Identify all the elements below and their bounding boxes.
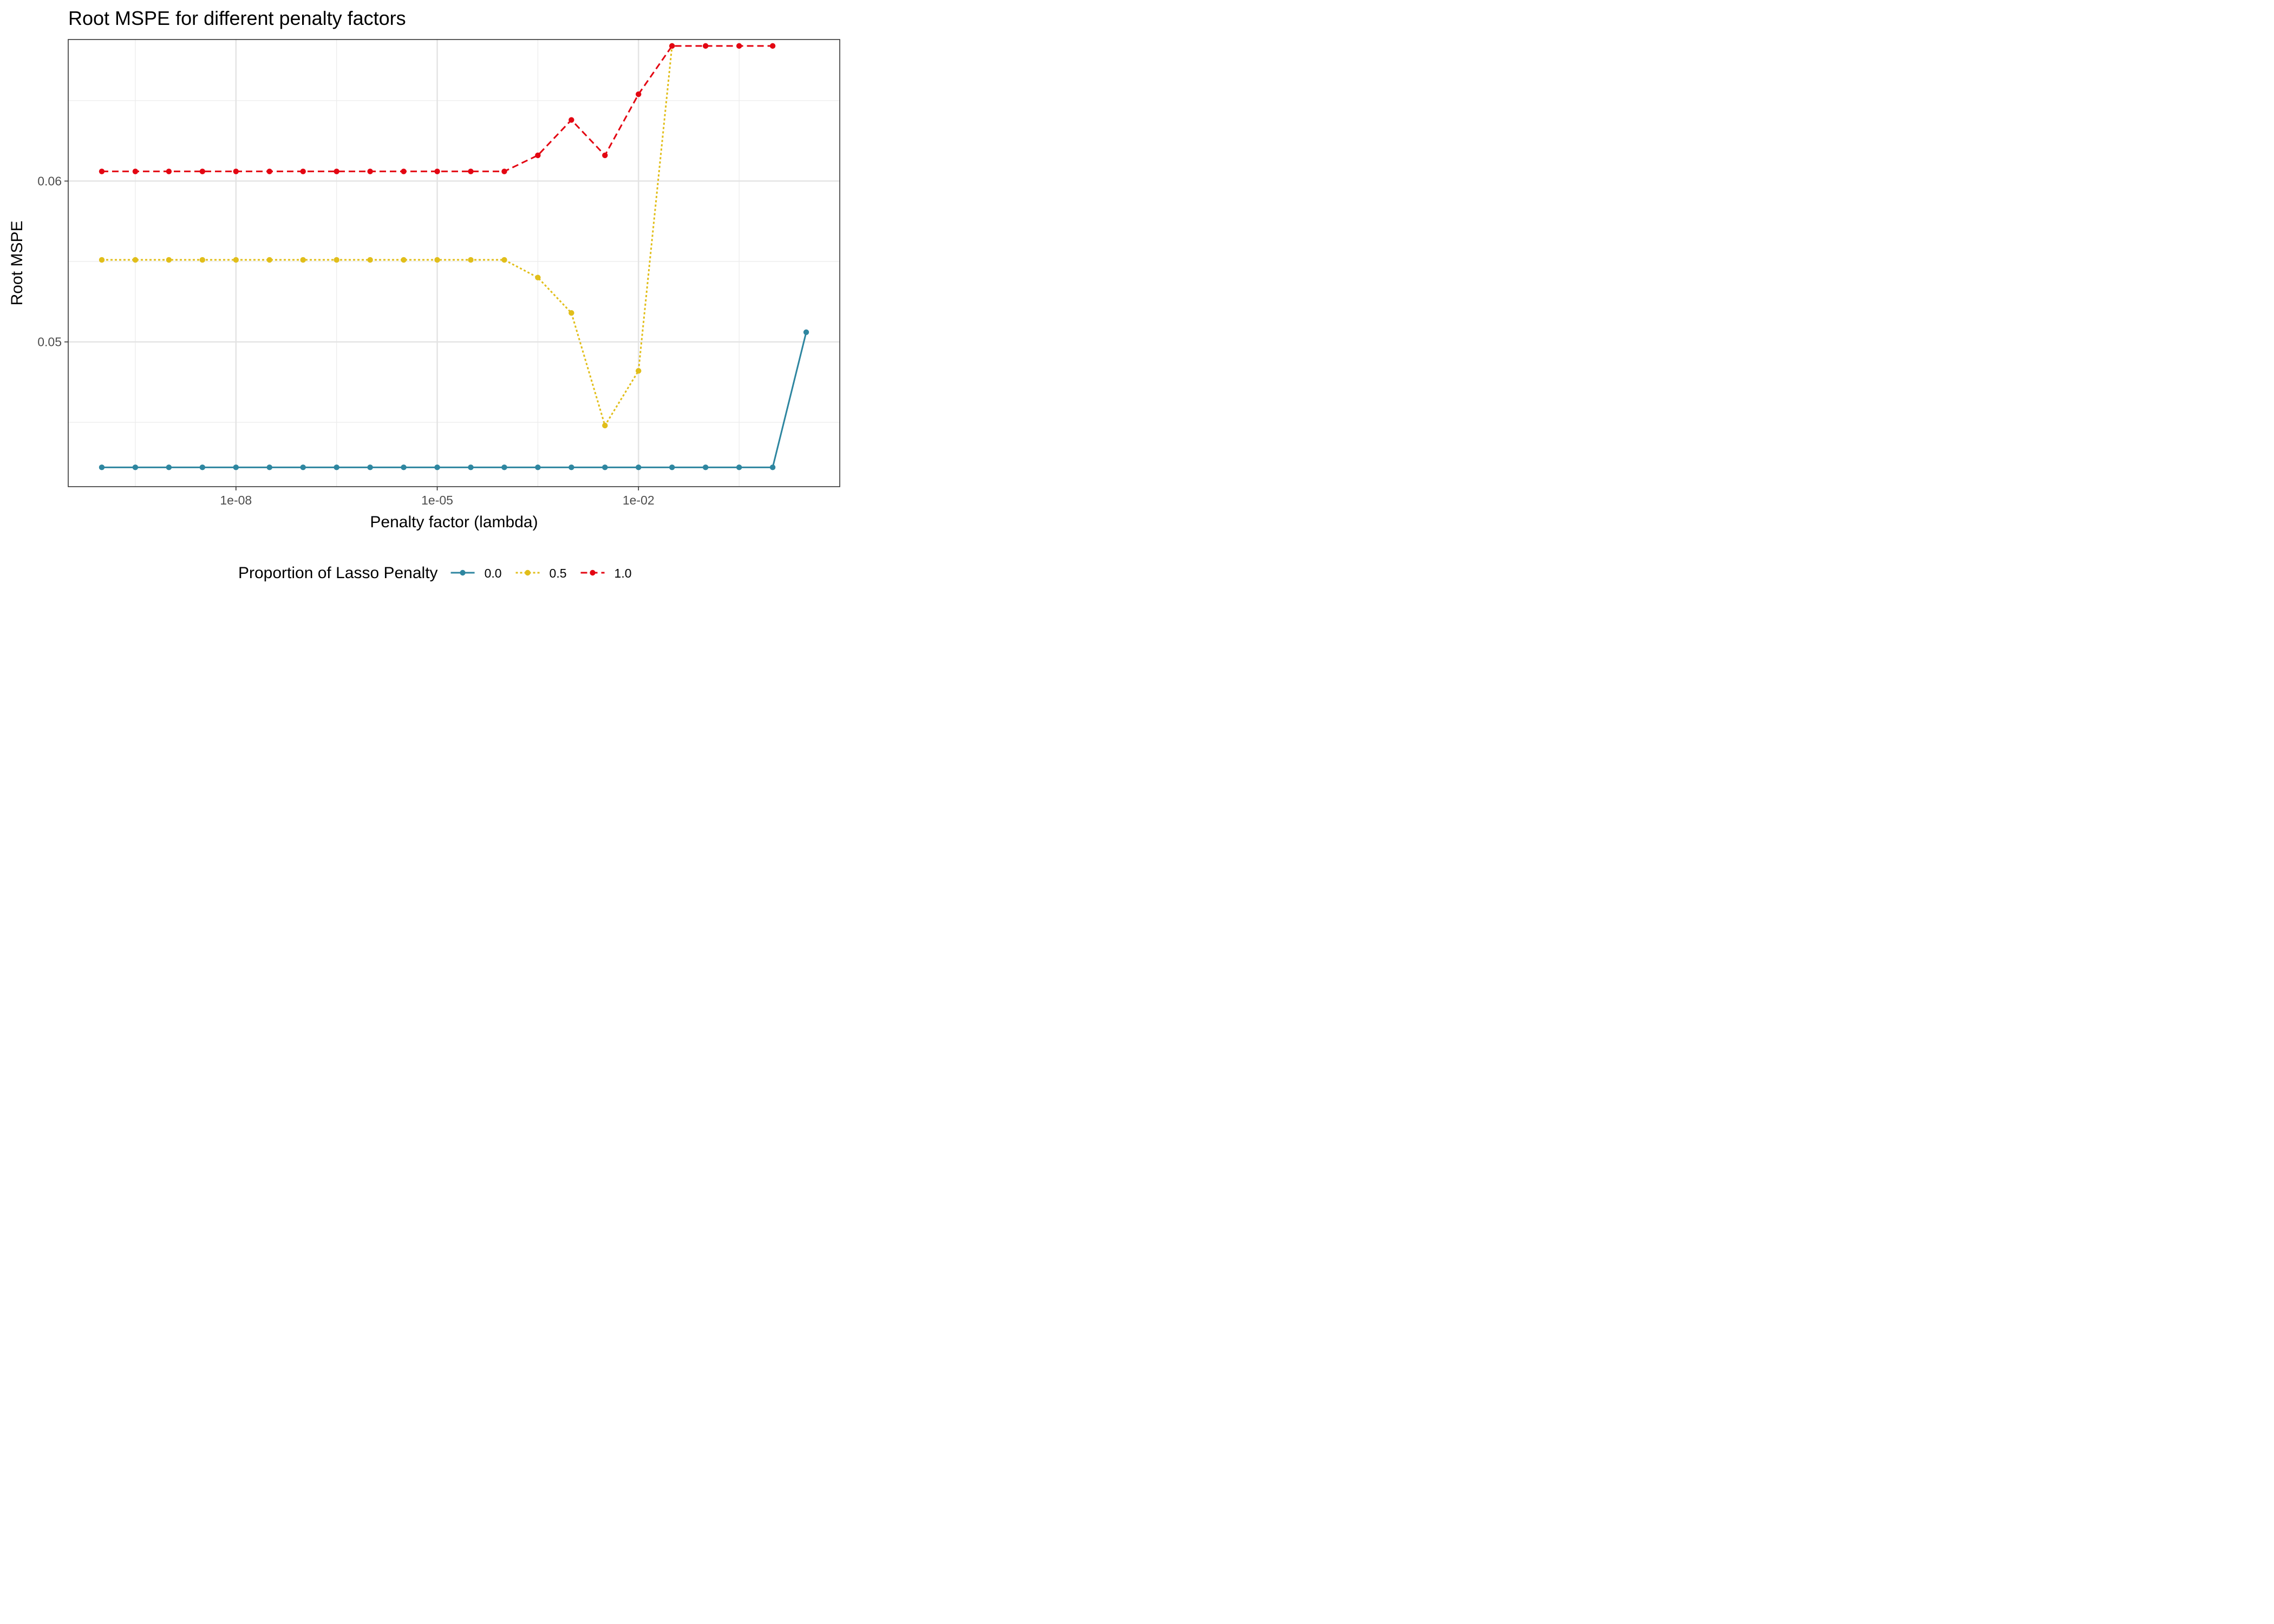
data-point [535,274,541,280]
line-chart: Root MSPE for different penalty factors … [8,7,840,582]
data-point [468,168,474,174]
series-line [101,332,807,468]
data-point [401,257,407,263]
x-tick-label: 1e-02 [623,493,655,507]
data-point [99,168,105,174]
data-point [736,464,742,470]
legend-item: 0.0 [450,566,502,580]
y-axis-title: Root MSPE [8,221,26,306]
data-point [300,257,306,263]
y-tick-label: 0.05 [37,335,62,349]
data-point [367,464,373,470]
legend-title: Proportion of Lasso Penalty [238,564,438,582]
data-point [803,329,809,335]
data-point [636,91,642,97]
x-tick-label: 1e-05 [421,493,453,507]
legend-label: 1.0 [615,566,632,580]
data-point [401,168,407,174]
data-point [132,168,139,174]
data-point [233,168,239,174]
data-point [99,257,105,263]
data-point [132,257,139,263]
legend-key-point [525,569,531,576]
y-tick-label: 0.06 [37,174,62,188]
series-line [101,45,673,427]
data-point [535,464,541,470]
x-tick-label: 1e-08 [220,493,252,507]
data-point [233,464,239,470]
data-point [300,168,306,174]
data-point [199,168,206,174]
data-point [602,464,608,470]
legend-label: 0.0 [485,566,502,580]
data-point [602,422,608,429]
data-point [434,168,440,174]
legend-key-point [590,569,596,576]
data-point [602,152,608,159]
grid-lines [68,40,840,487]
data-point [166,257,172,263]
data-point [434,257,440,263]
data-point [501,257,507,263]
legend-items: 0.0 0.5 1.0 [450,566,632,580]
data-point [401,464,407,470]
data-point [769,464,776,470]
legend-item: 0.5 [515,566,567,580]
series-0.5 [99,43,675,429]
plot-panel [68,40,840,487]
legend: Proportion of Lasso Penalty 0.0 0.5 1.0 [238,564,632,582]
data-point [233,257,239,263]
x-axis-title: Penalty factor (lambda) [370,513,538,531]
axes: 1e-08 1e-05 1e-02 0.05 0.06 [37,174,654,507]
data-point [669,464,675,470]
data-point [166,464,172,470]
data-point [434,464,440,470]
data-point [568,464,574,470]
data-point [702,464,709,470]
data-point [468,464,474,470]
chart-title: Root MSPE for different penalty factors [68,7,406,29]
series-1.0 [99,43,776,174]
data-point [636,464,642,470]
data-point [367,168,373,174]
legend-item: 1.0 [580,566,632,580]
data-point [132,464,139,470]
data-point [266,464,272,470]
data-point [266,257,272,263]
data-point [199,464,206,470]
data-point [501,464,507,470]
data-point [199,257,206,263]
data-point [535,152,541,159]
data-point [334,464,339,470]
data-point [334,257,339,263]
data-point [568,117,574,123]
data-point [568,310,574,316]
data-point [769,43,776,49]
data-point [501,168,507,174]
data-point [99,464,105,470]
data-point [166,168,172,174]
data-point [266,168,272,174]
series-layer [99,43,809,470]
data-point [636,368,642,374]
chart-root: Root MSPE for different penalty factors … [0,0,849,591]
plot-border [68,39,840,487]
data-point [736,43,742,49]
series-0.0 [99,329,809,470]
legend-key-point [460,569,466,576]
data-point [669,43,675,49]
legend-label: 0.5 [550,566,567,580]
data-point [367,257,373,263]
data-point [300,464,306,470]
data-point [334,168,339,174]
data-point [702,43,709,49]
data-point [468,257,474,263]
